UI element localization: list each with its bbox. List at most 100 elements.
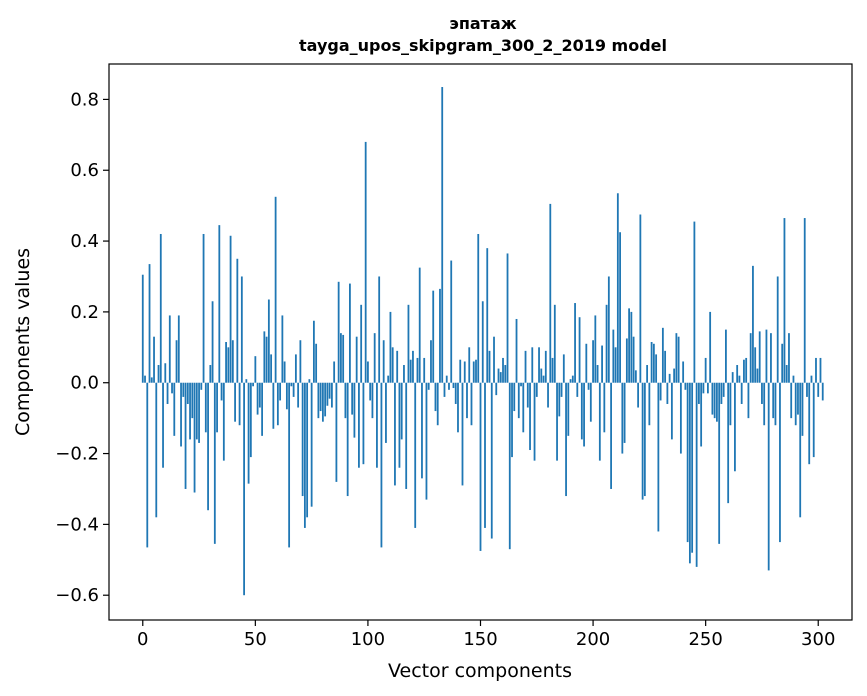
bar: [616, 193, 619, 383]
bar: [508, 382, 511, 550]
bar: [758, 331, 761, 383]
bar: [569, 379, 572, 383]
bar: [292, 382, 295, 397]
x-tick-label: 250: [688, 629, 722, 650]
bar: [189, 382, 191, 440]
bar: [486, 248, 489, 383]
bar: [625, 338, 628, 383]
bar: [558, 382, 561, 417]
bar: [195, 382, 198, 440]
bar: [148, 264, 151, 383]
bar: [535, 382, 538, 397]
bar: [621, 382, 624, 454]
bar: [544, 350, 547, 383]
bar: [261, 382, 263, 436]
bar: [565, 382, 567, 497]
bar: [272, 382, 275, 429]
plot-frame: [108, 63, 853, 621]
bar: [220, 382, 223, 401]
bar: [522, 382, 525, 433]
bar: [198, 382, 200, 443]
bar: [312, 320, 315, 383]
bar: [594, 315, 597, 383]
bar: [763, 382, 766, 426]
bar: [412, 350, 414, 383]
bar: [193, 382, 196, 493]
bar: [686, 382, 689, 543]
bar: [810, 375, 813, 383]
bar: [342, 334, 345, 383]
bar: [571, 375, 574, 383]
bar: [405, 382, 408, 489]
bar: [610, 382, 612, 489]
bar: [385, 382, 387, 443]
bar: [439, 288, 441, 383]
bar: [247, 382, 250, 484]
bar: [767, 382, 770, 571]
bar: [524, 350, 527, 383]
bar: [734, 382, 736, 472]
bar: [484, 382, 486, 528]
bar: [416, 357, 419, 383]
bar: [398, 382, 401, 468]
bar: [258, 382, 261, 408]
bar: [477, 233, 480, 383]
bar: [657, 382, 660, 532]
bar: [598, 382, 601, 461]
bar: [700, 382, 703, 447]
bar: [646, 365, 649, 383]
bar: [812, 382, 815, 458]
bar: [400, 382, 403, 440]
bar: [445, 375, 448, 383]
bar: [585, 343, 588, 383]
bar: [562, 354, 565, 383]
bar: [157, 365, 160, 383]
bar: [666, 382, 669, 404]
bar: [369, 382, 372, 401]
bar: [328, 382, 331, 399]
bar: [808, 382, 811, 465]
bar: [520, 382, 522, 387]
bar: [171, 382, 173, 394]
bar: [452, 382, 455, 389]
bar: [792, 375, 795, 383]
bar: [497, 368, 500, 383]
bar: [299, 340, 302, 383]
bar: [774, 382, 777, 426]
bar: [425, 382, 428, 500]
bar: [511, 382, 513, 458]
bar: [560, 382, 563, 397]
bar: [533, 382, 536, 461]
bar: [801, 382, 804, 436]
bar: [648, 382, 651, 426]
bar: [182, 382, 185, 397]
bar: [788, 333, 790, 383]
bar: [472, 361, 475, 383]
y-tick-label: 0.8: [70, 89, 99, 110]
bar: [191, 382, 194, 419]
bar: [436, 382, 439, 426]
bar: [263, 331, 266, 383]
bar: [434, 382, 437, 412]
bar: [693, 221, 696, 383]
bar: [443, 382, 446, 397]
bar: [551, 357, 554, 383]
bar: [319, 382, 322, 412]
bar: [587, 382, 590, 390]
bar: [430, 340, 432, 383]
bar: [673, 368, 676, 383]
bar: [335, 382, 338, 482]
bar: [722, 382, 725, 397]
bar: [317, 382, 320, 419]
bar: [704, 357, 707, 383]
bar: [574, 303, 576, 383]
bar: [421, 382, 423, 479]
y-tick-label: 0.0: [70, 373, 99, 394]
bar: [752, 265, 754, 383]
bar: [301, 382, 304, 497]
bar: [202, 233, 205, 383]
bar: [321, 382, 324, 422]
bar: [553, 304, 556, 383]
bar: [468, 347, 471, 383]
bar: [364, 141, 367, 383]
